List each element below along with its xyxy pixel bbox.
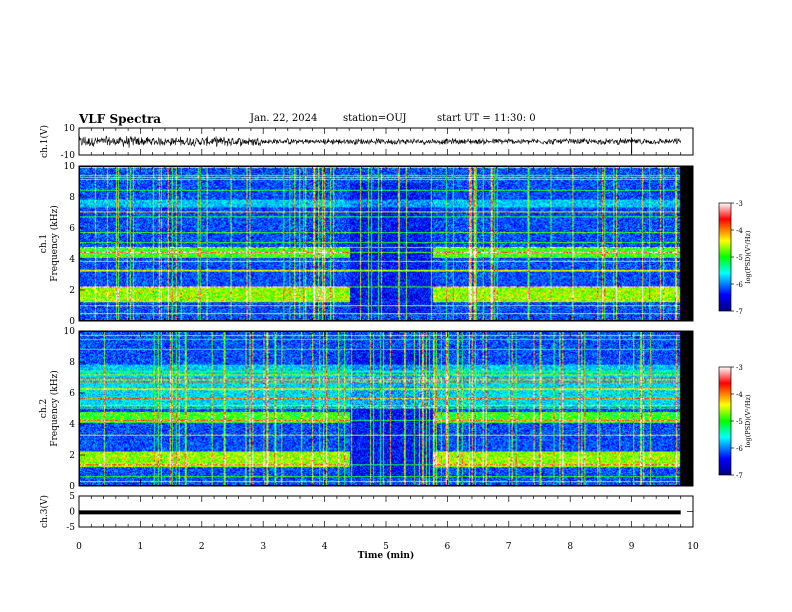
y-tick-label: 0	[69, 482, 75, 492]
y-axis-label: ch.2	[39, 399, 49, 418]
y-tick-label: -5	[66, 523, 75, 533]
y-tick-label: 6	[69, 389, 75, 399]
ch1-spectrogram	[79, 166, 693, 321]
y-axis-label: ch.1	[39, 234, 49, 253]
ch1-waveform-line	[78, 135, 681, 148]
colorbar-tick-label: -4	[736, 227, 743, 235]
colorbar-tick-label: -7	[736, 308, 743, 316]
x-tick-label: 4	[322, 542, 328, 552]
colorbar-label: log(PSD)(V²/Hz)	[744, 394, 752, 447]
y-tick-label: 4	[69, 420, 75, 430]
colorbar	[718, 202, 732, 312]
x-tick-label: 9	[629, 542, 635, 552]
colorbar	[718, 366, 732, 476]
y-tick-label: 8	[69, 358, 75, 368]
y-tick-label: 2	[69, 286, 75, 296]
colorbar-label: log(PSD)(V²/Hz)	[744, 230, 752, 283]
x-tick-label: 6	[445, 542, 451, 552]
y-tick-label: 10	[64, 162, 76, 172]
colorbar-tick-label: -7	[736, 472, 743, 480]
station-label: station=OUJ	[343, 113, 407, 124]
colorbar-tick-label: -6	[736, 281, 743, 289]
y-tick-label: 2	[69, 451, 75, 461]
colorbar-tick-label: -3	[736, 200, 743, 208]
x-tick-label: 2	[199, 542, 205, 552]
y-tick-label: 8	[69, 193, 75, 203]
x-tick-label: 8	[567, 542, 573, 552]
x-axis-title: Time (min)	[358, 550, 415, 561]
ch2-spectrogram	[79, 331, 693, 486]
colorbar-tick-label: -4	[736, 391, 743, 399]
x-tick-label: 10	[687, 542, 699, 552]
start-time-label: start UT = 11:30: 0	[437, 113, 536, 124]
y-tick-label: 10	[64, 124, 76, 134]
y-tick-label: 0	[69, 317, 75, 327]
colorbar-tick-label: -5	[736, 254, 743, 262]
colorbar-tick-label: -3	[736, 364, 743, 372]
y-tick-label: 5	[69, 492, 75, 502]
colorbar-tick-label: -5	[736, 418, 743, 426]
x-tick-label: 1	[138, 542, 144, 552]
y-tick-label: 10	[64, 327, 76, 337]
y-axis-label: Frequency (kHz)	[49, 370, 60, 447]
panel-frame	[78, 127, 694, 156]
date-label: Jan. 22, 2024	[250, 113, 318, 124]
panel-frame	[78, 495, 694, 528]
y-tick-label: 0	[69, 508, 75, 518]
y-axis-label: ch.1(V)	[39, 125, 50, 158]
colorbar-tick-label: -6	[736, 445, 743, 453]
y-axis-label: Frequency (kHz)	[49, 205, 60, 282]
y-tick-label: 6	[69, 224, 75, 234]
x-tick-label: 7	[506, 542, 512, 552]
y-tick-label: -10	[61, 151, 76, 161]
chart-title: VLF Spectra	[79, 112, 162, 126]
panel-frame	[78, 330, 694, 487]
x-tick-label: 5	[383, 542, 389, 552]
panel-frame	[78, 165, 694, 322]
x-tick-label: 3	[260, 542, 266, 552]
y-tick-label: 4	[69, 255, 75, 265]
y-axis-label: ch.3(V)	[39, 495, 50, 528]
x-tick-label: 0	[76, 542, 82, 552]
